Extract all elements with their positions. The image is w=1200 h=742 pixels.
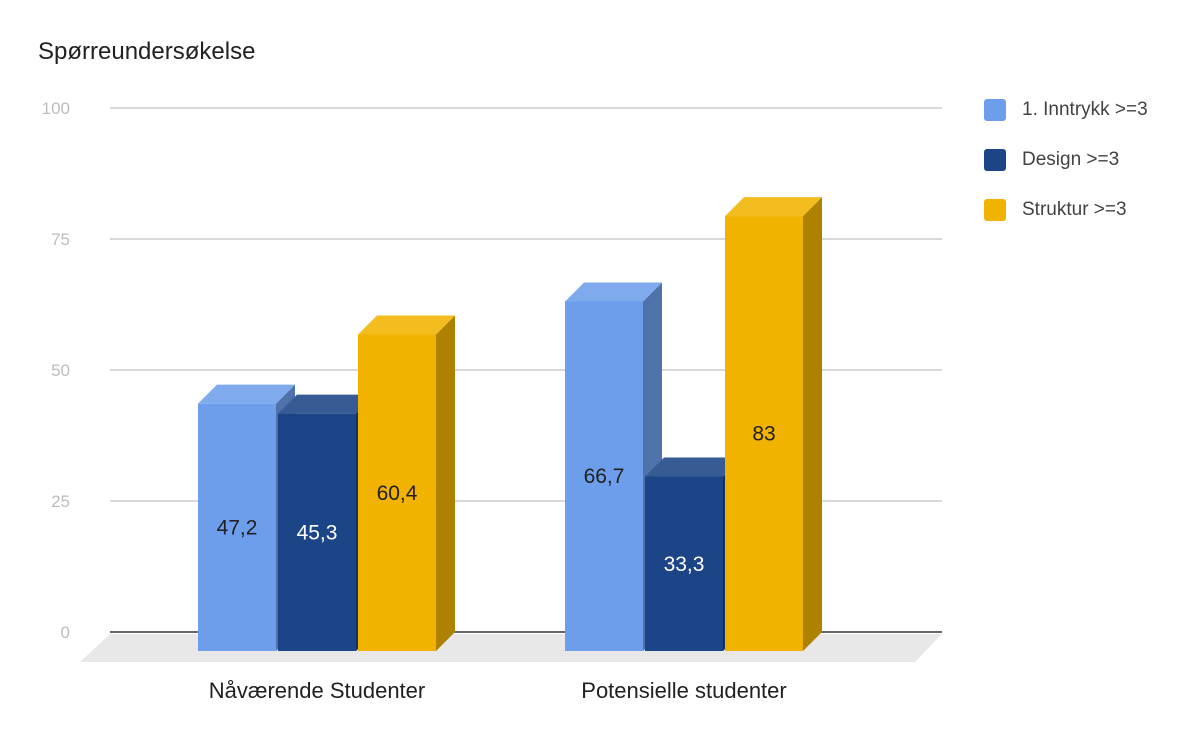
bar-side — [436, 315, 455, 651]
legend-swatch — [984, 199, 1006, 221]
bar-top — [198, 384, 295, 404]
legend-item: Struktur >=3 — [984, 196, 1148, 224]
y-tick-label: 100 — [42, 99, 70, 118]
data-label: 47,2 — [217, 516, 258, 539]
data-labels: 47,2 45,3 60,4 66,7 33,3 83 — [217, 423, 776, 576]
legend-label: Design >=3 — [1022, 149, 1120, 170]
legend-swatch — [984, 99, 1006, 121]
y-tick-label: 25 — [51, 492, 70, 511]
bars — [198, 197, 822, 651]
y-axis: 0 25 50 75 100 — [42, 99, 70, 642]
x-category-label: Nåværende Studenter — [209, 678, 425, 703]
bar-front — [198, 403, 276, 651]
bar-front — [278, 413, 356, 651]
bar — [565, 282, 662, 651]
bar — [725, 197, 822, 651]
legend-item: Design >=3 — [984, 146, 1148, 174]
legend: 1. Inntrykk >=3 Design >=3 Struktur >=3 — [984, 96, 1148, 246]
bar — [358, 315, 455, 651]
y-tick-label: 50 — [51, 361, 70, 380]
data-label: 45,3 — [297, 521, 338, 544]
bar-front — [645, 476, 723, 651]
bar-front — [725, 216, 803, 651]
bar-front — [565, 301, 643, 651]
bar-top — [645, 457, 742, 477]
y-tick-label: 75 — [51, 230, 70, 249]
x-category-label: Potensielle studenter — [581, 678, 786, 703]
legend-label: Struktur >=3 — [1022, 199, 1127, 220]
legend-label: 1. Inntrykk >=3 — [1022, 99, 1148, 120]
legend-item: 1. Inntrykk >=3 — [984, 96, 1148, 124]
bar-top — [565, 282, 662, 302]
bar-top — [358, 315, 455, 335]
data-label: 60,4 — [377, 482, 418, 505]
y-tick-label: 0 — [61, 623, 70, 642]
data-label: 83 — [752, 423, 775, 446]
bar-side — [803, 197, 822, 651]
bar-front — [358, 334, 436, 651]
chart-title: Spørreundersøkelse — [38, 38, 256, 65]
bar-top — [278, 394, 375, 414]
legend-swatch — [984, 149, 1006, 171]
x-axis: Nåværende Studenter Potensielle studenter — [209, 678, 787, 703]
data-label: 33,3 — [664, 553, 705, 576]
data-label: 66,7 — [584, 465, 625, 488]
bar-top — [725, 197, 822, 217]
